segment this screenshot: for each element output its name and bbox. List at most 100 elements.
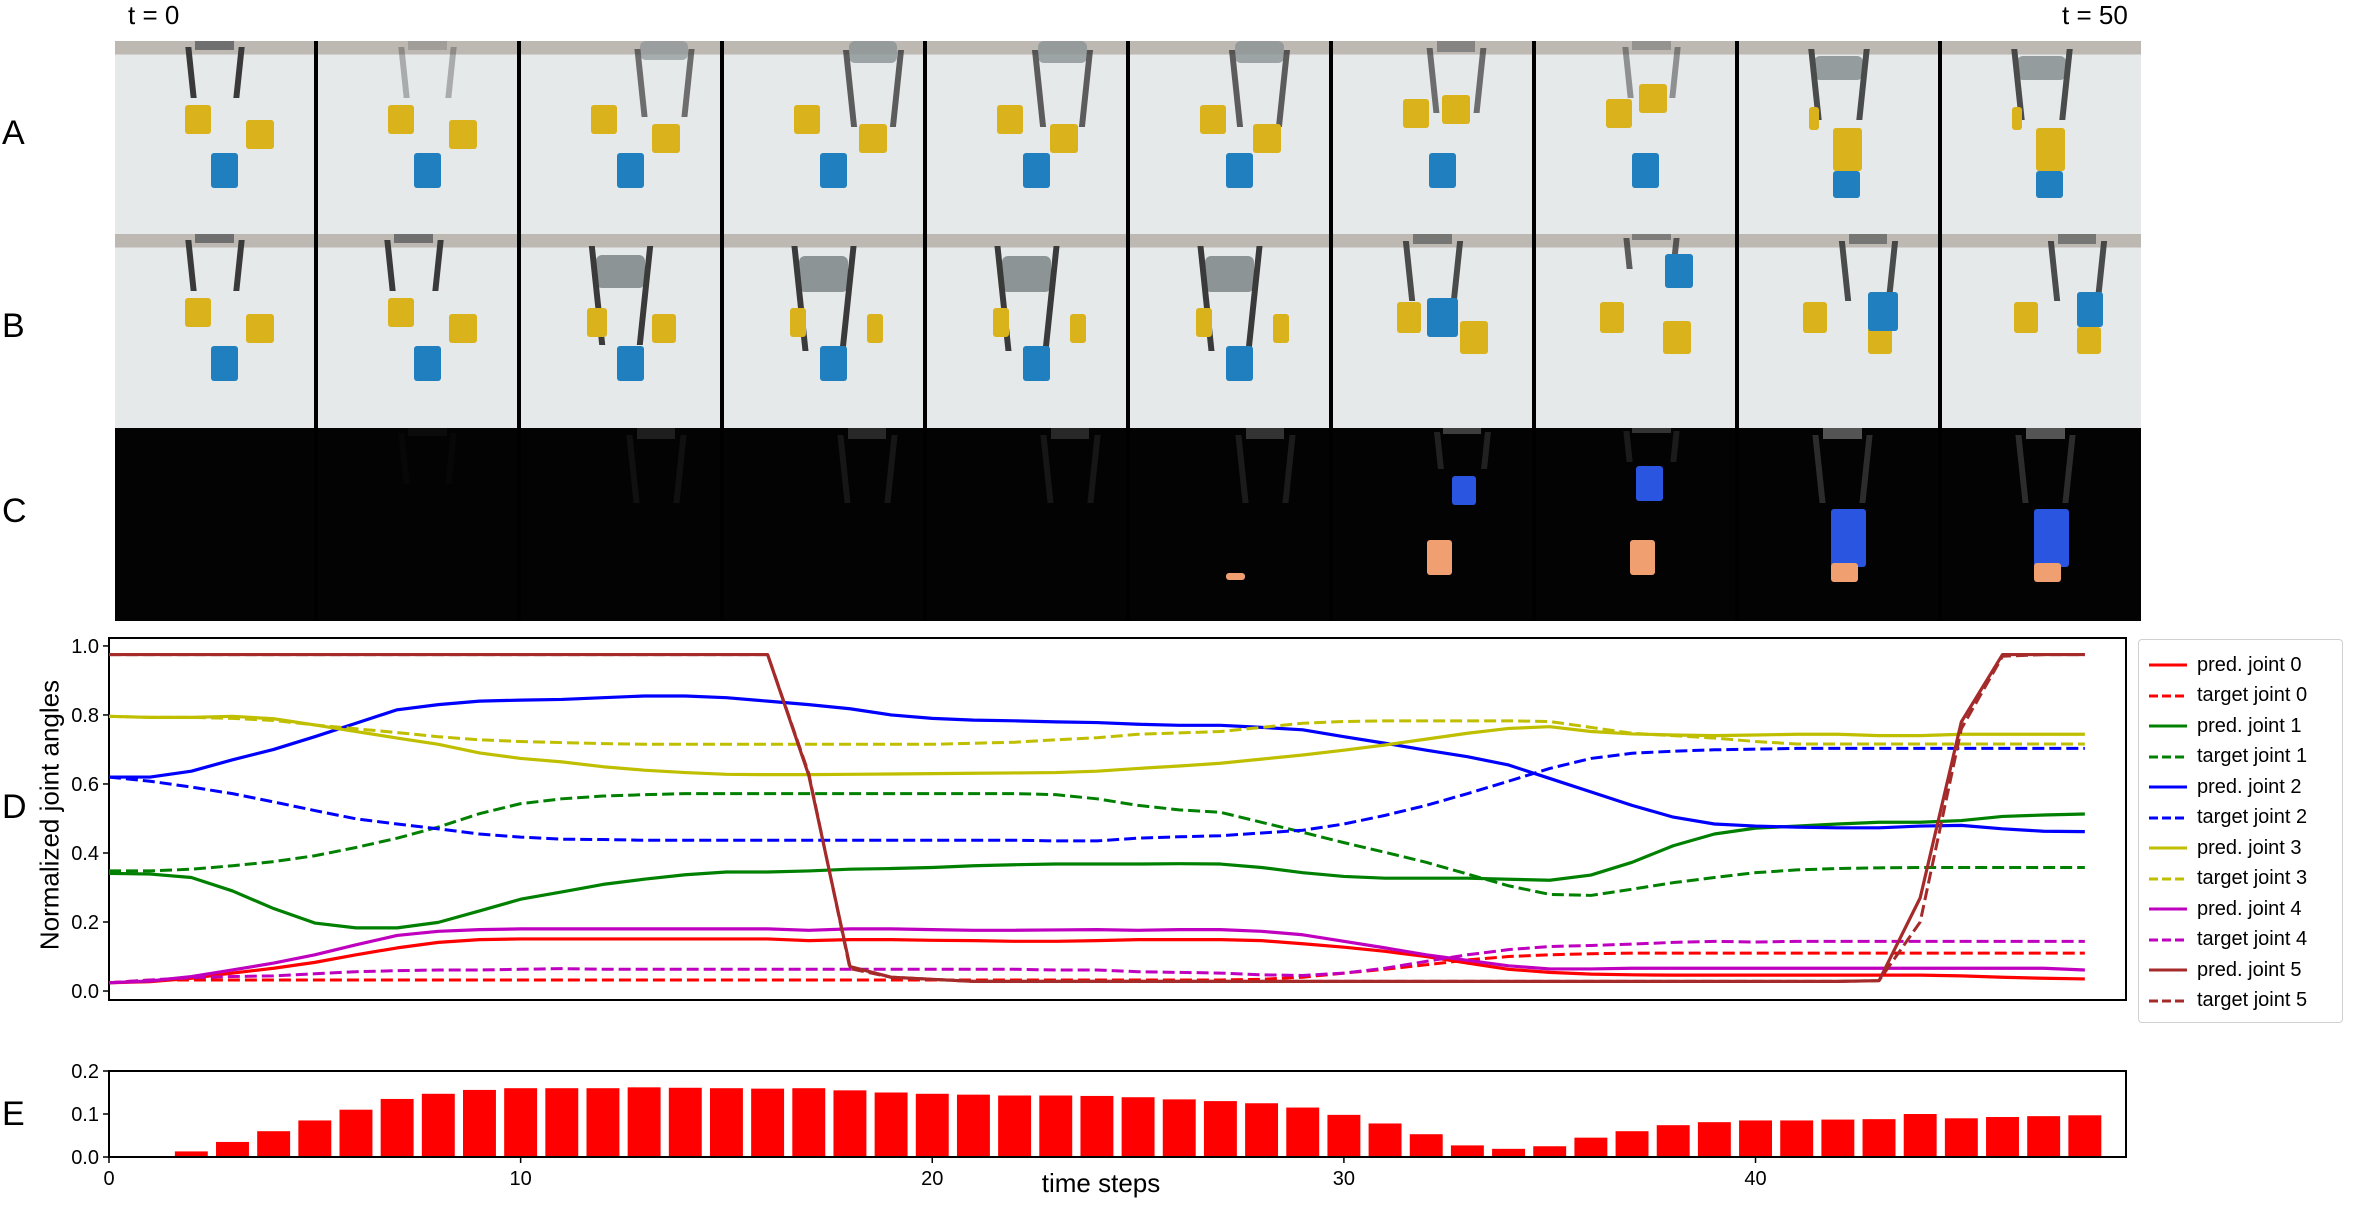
yellow-block bbox=[449, 313, 478, 343]
bar bbox=[463, 1089, 496, 1157]
legend-label: pred. joint 0 bbox=[2197, 653, 2302, 676]
blue-block bbox=[413, 346, 442, 382]
y-tick-label: 1.0 bbox=[71, 636, 99, 658]
legend-item: pred. joint 2 bbox=[2149, 772, 2302, 802]
series-line-pred-joint-1 bbox=[108, 812, 2085, 930]
yellow-block bbox=[1605, 98, 1632, 128]
frame-row-b-0 bbox=[115, 234, 314, 428]
legend-swatch bbox=[2149, 694, 2187, 697]
bar bbox=[339, 1109, 373, 1157]
gripper-icon bbox=[1837, 234, 1901, 302]
yellow-block bbox=[1868, 327, 1893, 355]
gripper-icon bbox=[183, 234, 247, 292]
bar bbox=[874, 1092, 908, 1157]
yellow-block bbox=[652, 124, 681, 154]
legend-item: pred. joint 1 bbox=[2149, 711, 2302, 741]
bar bbox=[1327, 1114, 1361, 1157]
blue-block bbox=[1635, 466, 1664, 502]
bar bbox=[1286, 1107, 1320, 1157]
blue-block bbox=[1868, 292, 1899, 331]
x-tick-label: 0 bbox=[103, 1168, 114, 1190]
blue-block bbox=[1832, 170, 1861, 198]
yellow-block bbox=[992, 307, 1009, 337]
yellow-block bbox=[996, 104, 1023, 134]
bar bbox=[1656, 1125, 1690, 1157]
y-tick-label: 0.0 bbox=[71, 981, 99, 1003]
bar bbox=[751, 1088, 785, 1157]
joint-angle-chart: 0.0 0.2 0.4 0.6 0.8 1.0 bbox=[71, 636, 2127, 1003]
bar bbox=[2027, 1116, 2061, 1157]
legend: pred. joint 0 target joint 0 pred. joint 1… bbox=[2138, 639, 2343, 1023]
bar bbox=[833, 1090, 867, 1157]
series-line-target-joint-1 bbox=[109, 792, 2085, 897]
blue-block bbox=[1428, 153, 1457, 188]
frame-row-c-6 bbox=[1333, 427, 1532, 621]
bar bbox=[1615, 1131, 1649, 1157]
bar bbox=[956, 1094, 990, 1157]
time-end-label: t = 50 bbox=[2062, 0, 2128, 30]
frame-row-c-1 bbox=[318, 427, 517, 621]
frame-row-a-6 bbox=[1333, 41, 1532, 235]
bar bbox=[257, 1131, 291, 1157]
blue-block bbox=[1830, 508, 1867, 567]
legend-item: target joint 5 bbox=[2149, 986, 2307, 1016]
bar bbox=[1245, 1103, 1279, 1157]
gripper-icon bbox=[1425, 41, 1489, 114]
yellow-block bbox=[1663, 321, 1692, 355]
x-tick-label: 40 bbox=[1744, 1168, 1766, 1190]
legend-item: pred. joint 0 bbox=[2149, 650, 2302, 680]
legend-label: target joint 5 bbox=[2197, 989, 2308, 1011]
gripper-icon bbox=[1197, 234, 1262, 354]
frame-row-b-2 bbox=[521, 234, 720, 428]
bar bbox=[1903, 1114, 1937, 1157]
bar bbox=[1450, 1145, 1484, 1157]
blue-block bbox=[1452, 475, 1477, 505]
bar bbox=[627, 1087, 661, 1157]
gripper-icon bbox=[1807, 41, 1871, 122]
yellow-block bbox=[867, 313, 884, 343]
blue-block bbox=[1426, 298, 1459, 337]
bar bbox=[545, 1088, 579, 1157]
yellow-block bbox=[246, 313, 275, 343]
legend-label: pred. joint 1 bbox=[2197, 714, 2302, 737]
frame-row-c-9 bbox=[1942, 427, 2141, 621]
frame-row-b-6 bbox=[1333, 234, 1532, 428]
y-tick-label: 0.1 bbox=[71, 1104, 99, 1126]
bar bbox=[380, 1098, 414, 1157]
frame-row-a-1 bbox=[318, 41, 517, 235]
series-line-target-joint-3 bbox=[108, 714, 2085, 746]
series-line-target-joint-5 bbox=[109, 653, 2085, 983]
blue-block bbox=[819, 346, 848, 382]
x-tick-label: 20 bbox=[921, 1168, 943, 1190]
yellow-block bbox=[2035, 127, 2066, 171]
blue-block bbox=[1225, 153, 1254, 188]
orange-block bbox=[1225, 572, 1246, 581]
legend-swatch bbox=[2149, 999, 2187, 1002]
yellow-block bbox=[1070, 313, 1087, 343]
bar bbox=[709, 1088, 743, 1157]
gripper-icon bbox=[382, 234, 446, 292]
yellow-block bbox=[1195, 307, 1212, 337]
bar bbox=[668, 1087, 702, 1157]
y-tick-label: 0.8 bbox=[71, 705, 99, 727]
gripper-icon bbox=[791, 234, 856, 354]
blue-block bbox=[1022, 346, 1051, 382]
legend-label: pred. joint 3 bbox=[2197, 836, 2302, 859]
gripper-icon bbox=[183, 41, 247, 99]
bar bbox=[915, 1093, 949, 1157]
yellow-block bbox=[2077, 327, 2102, 355]
bar bbox=[1203, 1101, 1237, 1157]
frame-row-a-5 bbox=[1130, 41, 1329, 235]
yellow-block bbox=[184, 298, 211, 328]
frame-row-b-5 bbox=[1130, 234, 1329, 428]
yellow-block bbox=[1832, 127, 1863, 171]
yellow-block bbox=[859, 124, 888, 154]
legend-swatch bbox=[2149, 755, 2187, 758]
gripper-icon bbox=[1030, 41, 1094, 128]
legend-item: target joint 3 bbox=[2149, 864, 2307, 894]
frame-row-c-3 bbox=[724, 427, 923, 621]
gripper-icon bbox=[1620, 234, 1684, 269]
blue-block bbox=[1665, 253, 1694, 289]
bar bbox=[2068, 1115, 2102, 1157]
x-axis-label: time steps bbox=[1041, 1168, 1161, 1198]
